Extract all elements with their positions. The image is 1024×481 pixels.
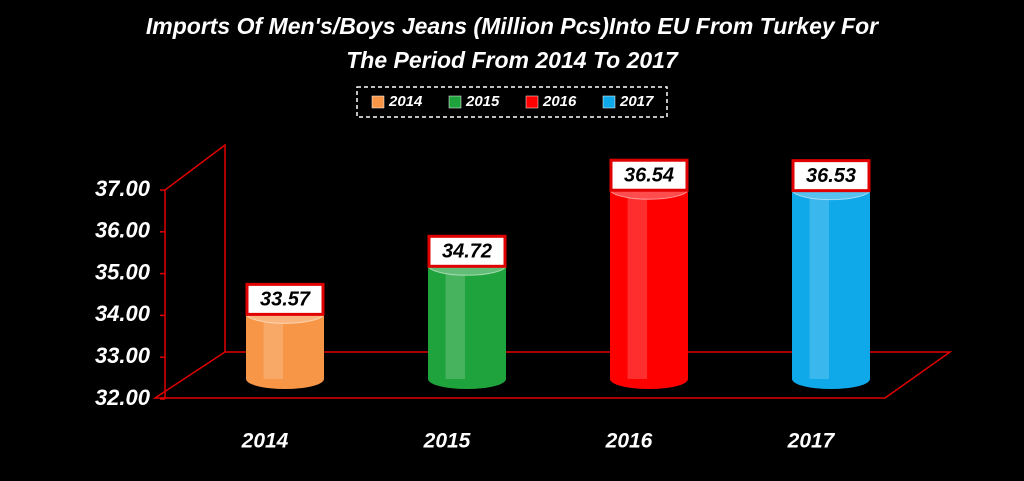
y-tick-label: 35.00 (95, 259, 151, 284)
chart-frame (152, 143, 953, 399)
bar-highlight (809, 189, 830, 379)
legend-box (356, 86, 668, 118)
value-label: 33.57 (260, 289, 311, 311)
x-tick-label: 2017 (787, 430, 836, 453)
y-tick-label: 34.00 (95, 301, 151, 326)
bar-highlight (263, 313, 284, 379)
chart-title: The Period From 2014 To 2017 (346, 47, 679, 73)
legend-label: 2017 (619, 93, 654, 110)
value-label: 36.54 (624, 165, 674, 187)
legend-swatch (371, 95, 385, 109)
legend-label: 2014 (388, 93, 423, 110)
y-tick-label: 36.00 (95, 218, 151, 243)
bar-highlight (445, 265, 466, 379)
chart-title: Imports Of Men's/Boys Jeans (Million Pcs… (146, 13, 879, 39)
legend-label: 2015 (465, 93, 500, 110)
y-tick-label: 37.00 (95, 176, 151, 201)
value-label: 36.53 (806, 165, 856, 187)
y-tick-label: 33.00 (95, 343, 151, 368)
value-label-box (427, 234, 507, 268)
legend-swatch (448, 95, 462, 109)
legend-label: 2016 (542, 93, 577, 110)
value-label-box (609, 158, 689, 192)
x-tick-label: 2016 (605, 430, 653, 453)
value-label: 34.72 (442, 241, 492, 263)
bar-highlight (627, 189, 648, 379)
y-tick-label: 32.00 (95, 385, 151, 410)
bar (428, 265, 506, 389)
x-tick-label: 2014 (241, 430, 289, 453)
x-tick-label: 2015 (423, 430, 471, 453)
bar (792, 189, 870, 389)
value-label-box (791, 159, 871, 193)
bar (610, 189, 688, 389)
legend-swatch (525, 95, 539, 109)
bar (246, 313, 324, 389)
value-label-box (245, 282, 325, 316)
legend-swatch (602, 95, 616, 109)
